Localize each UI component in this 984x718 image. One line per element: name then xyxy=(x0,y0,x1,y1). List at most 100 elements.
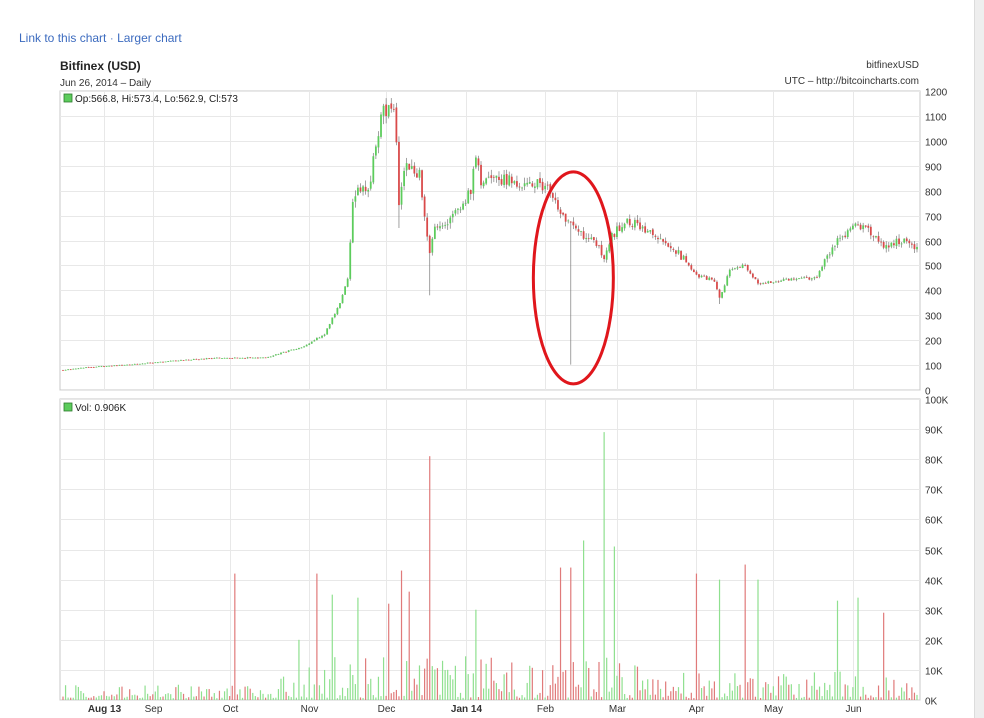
price-panel xyxy=(59,90,921,391)
candle-body xyxy=(869,226,872,236)
candle-body xyxy=(677,250,680,254)
candle-body xyxy=(339,303,341,309)
candle-body xyxy=(657,237,659,240)
candle-body xyxy=(267,357,270,358)
volume-bar xyxy=(193,696,195,700)
candle-body xyxy=(295,349,298,350)
volume-bar xyxy=(518,697,521,700)
candle-body xyxy=(551,193,554,198)
volume-bar xyxy=(506,672,508,700)
volume-bar xyxy=(734,673,736,700)
candle-body xyxy=(708,277,711,281)
volume-bar xyxy=(203,696,205,700)
candle-body xyxy=(533,186,536,188)
candle-body xyxy=(877,236,880,242)
candle-body xyxy=(903,238,906,243)
candle-body xyxy=(910,243,913,245)
candle-body xyxy=(313,340,316,342)
candle-body xyxy=(598,245,600,247)
candle-body xyxy=(259,357,262,359)
volume-bar xyxy=(434,669,436,700)
volume-bar xyxy=(888,690,890,700)
volume-bar xyxy=(244,686,246,700)
price-tick-label: 0 xyxy=(925,387,931,398)
candle-body xyxy=(546,184,549,186)
candle-body xyxy=(416,173,418,178)
volume-bar xyxy=(62,696,64,700)
volume-bar xyxy=(647,679,649,700)
candle-body xyxy=(472,168,475,194)
volume-bar xyxy=(395,689,397,700)
volume-bar xyxy=(711,688,713,700)
candle-body xyxy=(662,239,665,242)
candle-body xyxy=(121,364,123,366)
candle-body xyxy=(221,358,223,359)
volume-bar xyxy=(385,695,387,700)
candle-body xyxy=(136,363,139,365)
volume-bar xyxy=(534,697,536,700)
volume-bar xyxy=(554,683,556,700)
volume-bar xyxy=(690,692,692,700)
candle-body xyxy=(439,226,441,229)
candle-body xyxy=(285,351,288,353)
candle-body xyxy=(223,357,226,359)
volume-bar xyxy=(657,679,659,700)
candle-body xyxy=(246,357,249,359)
candle-body xyxy=(695,271,698,275)
candle-body xyxy=(587,238,590,240)
candle-body xyxy=(282,351,285,353)
candle-body xyxy=(323,334,326,336)
candle-body xyxy=(113,365,116,367)
x-tick-label: Mar xyxy=(609,704,627,715)
volume-bar xyxy=(759,697,762,700)
candle-body xyxy=(659,238,662,240)
candle-body xyxy=(623,223,626,229)
volume-bar xyxy=(603,432,605,700)
volume-bar xyxy=(290,697,292,700)
volume-bar xyxy=(893,679,895,700)
volume-bar xyxy=(370,678,372,700)
candle-body xyxy=(849,228,852,231)
candle-body xyxy=(559,209,562,214)
candle-body xyxy=(264,357,267,359)
volume-bar xyxy=(752,678,754,700)
volume-bar xyxy=(547,695,549,700)
candle-body xyxy=(790,278,793,281)
volume-tick-label: 10K xyxy=(925,667,943,678)
volume-bar xyxy=(444,670,446,700)
volume-bar xyxy=(772,686,774,700)
volume-bar xyxy=(813,672,816,700)
candle-body xyxy=(816,276,818,278)
x-tick-label: Dec xyxy=(378,704,396,715)
volume-bar xyxy=(152,694,154,700)
candle-body xyxy=(349,242,352,279)
candle-body xyxy=(846,230,849,238)
candle-body xyxy=(433,226,436,239)
volume-bar xyxy=(859,696,862,700)
candle-body xyxy=(831,247,834,255)
volume-bar xyxy=(744,564,746,700)
volume-bar xyxy=(347,688,349,700)
candle-body xyxy=(608,244,611,252)
volume-bar xyxy=(598,661,600,700)
volume-bar xyxy=(275,697,277,700)
volume-bar xyxy=(303,684,305,700)
volume-bar xyxy=(562,671,564,700)
candle-body xyxy=(672,248,675,250)
volume-bar xyxy=(326,697,328,700)
candle-body xyxy=(710,277,713,280)
candle-body xyxy=(241,357,244,359)
page-scrollbar[interactable] xyxy=(974,0,984,718)
volume-bar xyxy=(234,573,236,700)
candle-body xyxy=(192,359,195,360)
candle-body xyxy=(618,225,621,231)
link-to-chart[interactable]: Link to this chart xyxy=(19,31,107,45)
larger-chart-link[interactable]: Larger chart xyxy=(117,31,182,45)
candle-body xyxy=(474,157,477,168)
volume-bar xyxy=(426,658,428,700)
candle-body xyxy=(575,225,577,229)
volume-bar xyxy=(698,673,700,700)
volume-bar xyxy=(588,667,590,700)
volume-bar xyxy=(72,697,74,700)
volume-bar xyxy=(585,661,587,700)
